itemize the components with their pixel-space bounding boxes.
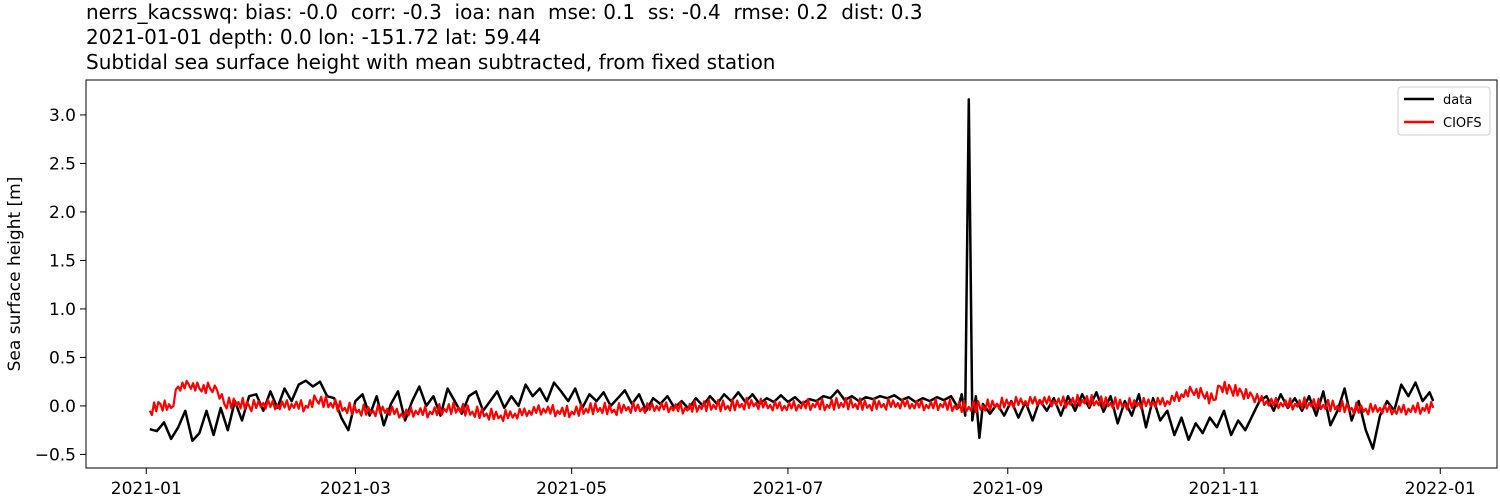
chart-title-block: nerrs_kacsswq: bias: -0.0 corr: -0.3 ioa…: [86, 0, 923, 75]
x-tick-label: 2021-05: [536, 479, 607, 499]
legend: data CIOFS: [1397, 86, 1491, 136]
x-tick-label: 2021-09: [972, 479, 1043, 499]
y-tick-label: 1.0: [49, 300, 76, 320]
chart-title-description: Subtidal sea surface height with mean su…: [86, 50, 776, 74]
y-axis: −0.5 0.0 0.5 1.0 1.5 2.0 2.5 3.0: [35, 106, 86, 465]
y-tick-label: 2.5: [49, 154, 76, 174]
x-tick-label: 2021-03: [320, 479, 391, 499]
x-tick-label: 2021-07: [752, 479, 823, 499]
series-line-data: [149, 98, 1435, 450]
x-tick-label: 2021-01: [111, 479, 182, 499]
y-tick-label: 2.0: [49, 203, 76, 223]
series-line-ciofs: [148, 379, 1435, 423]
x-axis: 2021-01 2021-03 2021-05 2021-07 2021-09 2021-…: [111, 468, 1476, 499]
legend-label-data: data: [1443, 93, 1472, 108]
y-tick-label: 0.0: [49, 397, 76, 417]
y-tick-label: 1.5: [49, 251, 76, 271]
chart-title-stats: nerrs_kacsswq: bias: -0.0 corr: -0.3 ioa…: [86, 0, 923, 24]
y-tick-label: −0.5: [35, 445, 76, 465]
x-tick-label: 2022-01: [1405, 479, 1476, 499]
y-axis-label: Sea surface height [m]: [5, 177, 25, 372]
chart-title-location: 2021-01-01 depth: 0.0 lon: -151.72 lat: …: [86, 25, 542, 49]
series-layer: [148, 98, 1435, 450]
x-tick-label: 2021-11: [1189, 479, 1260, 499]
legend-label-ciofs: CIOFS: [1443, 116, 1482, 131]
plot-frame: [85, 79, 1498, 469]
y-tick-label: 0.5: [49, 348, 76, 368]
y-tick-label: 3.0: [49, 106, 76, 126]
